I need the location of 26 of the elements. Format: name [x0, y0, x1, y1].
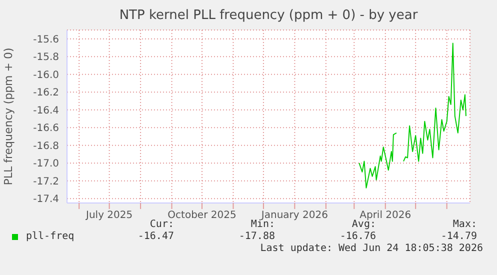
chart-title: NTP kernel PLL frequency (ppm + 0) - by year: [118, 8, 419, 23]
x-tick-label: April 2026: [360, 210, 412, 222]
x-tick-label: January 2026: [260, 210, 328, 222]
text: Max:: [452, 219, 477, 230]
text: Last update: Wed Jun 24 18:05:38 2026: [259, 243, 483, 254]
x-tick-label: July 2025: [85, 210, 133, 222]
y-tick-label: -15.8: [33, 52, 59, 64]
text: Avg:: [352, 219, 376, 230]
y-tick-label: -17.2: [33, 176, 59, 188]
text: -14.79: [440, 231, 477, 242]
legend-label: pll-freq: [25, 231, 74, 242]
y-tick-label: -16.8: [33, 140, 59, 152]
text: Cur:: [150, 219, 174, 230]
y-tick-label: -16.6: [33, 123, 59, 134]
text: Min:: [250, 219, 275, 230]
text: -17.88: [238, 231, 275, 242]
y-tick-label: -16.2: [33, 88, 59, 99]
text: -16.76: [340, 231, 376, 242]
y-tick-label: -16.0: [33, 70, 59, 81]
y-tick-label: -16.4: [33, 105, 59, 116]
x-tick-label: October 2025: [168, 210, 236, 222]
text: -16.47: [138, 231, 174, 242]
y-tick-label: -17.0: [33, 158, 59, 170]
y-axis-title: PLL frequency (ppm + 0): [2, 48, 15, 186]
y-tick-label: -17.4: [33, 194, 59, 206]
y-tick-label: -15.6: [33, 34, 59, 46]
